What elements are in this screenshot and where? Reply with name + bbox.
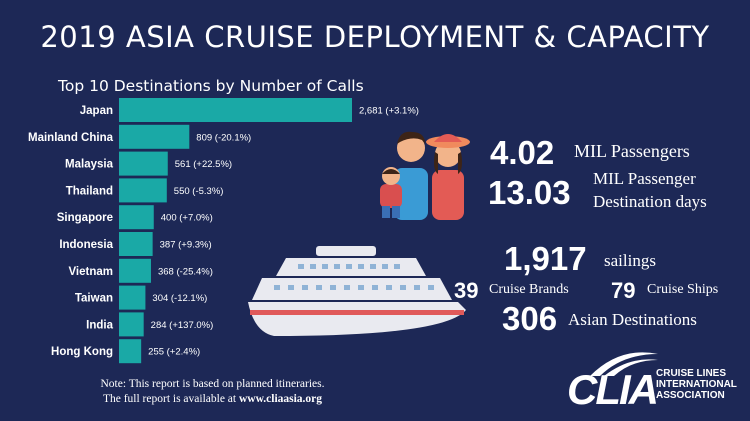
data-label: 2,681 (+3.1%)	[359, 106, 419, 117]
data-label: 304 (-12.1%)	[152, 293, 207, 304]
sailings-label: sailings	[604, 251, 656, 270]
destination-days-value: 13.03	[488, 174, 571, 211]
bar-mainland-china	[119, 124, 190, 149]
category-label: Vietnam	[68, 266, 113, 278]
bar-singapore	[119, 205, 154, 230]
passengers-value: 4.02	[490, 134, 555, 171]
logo-line-3: ASSOCIATION	[656, 390, 725, 401]
brands-label: Cruise Brands	[489, 282, 569, 297]
category-label: Malaysia	[65, 159, 114, 171]
bar-india	[119, 312, 144, 337]
bar-japan	[119, 98, 352, 122]
ships-value: 79	[611, 278, 636, 303]
brands-value: 39	[454, 278, 479, 303]
bar-vietnam	[119, 258, 151, 283]
category-label: Indonesia	[59, 239, 113, 251]
logo-line-2: INTERNATIONAL	[656, 379, 737, 390]
passengers-label: MIL Passengers	[574, 141, 690, 161]
data-label: 387 (+9.3%)	[160, 240, 212, 251]
cruise-ship-illustration	[248, 246, 466, 336]
data-label: 284 (+137.0%)	[151, 320, 214, 331]
destinations-value: 306	[502, 300, 558, 337]
category-label: India	[86, 319, 113, 331]
clia-logo-word: CLIA	[567, 366, 659, 413]
bar-taiwan	[119, 285, 146, 310]
chart-title: Top 10 Destinations by Number of Calls	[58, 77, 364, 95]
page-title: 2019 ASIA CRUISE DEPLOYMENT & CAPACITY	[40, 20, 710, 54]
footnote-line-2: The full report is available at www.clia…	[40, 392, 385, 407]
logo-line-1: CRUISE LINES	[656, 368, 727, 379]
category-label: Japan	[80, 105, 113, 117]
footnote-line-1: Note: This report is based on planned it…	[100, 378, 325, 390]
data-label: 255 (+2.4%)	[148, 347, 200, 358]
category-label: Taiwan	[75, 293, 113, 305]
destination-days-label-1: MIL Passenger	[593, 169, 696, 188]
destinations-label: Asian Destinations	[568, 310, 697, 329]
bar-thailand	[119, 178, 167, 203]
destination-days-label-2: Destination days	[593, 192, 707, 211]
data-label: 550 (-5.3%)	[174, 186, 224, 197]
data-label: 561 (+22.5%)	[175, 159, 232, 170]
bar-hong-kong	[119, 339, 142, 364]
ships-label: Cruise Ships	[647, 282, 719, 297]
data-label: 809 (-20.1%)	[196, 132, 251, 143]
data-label: 368 (-25.4%)	[158, 266, 213, 277]
bar-malaysia	[119, 151, 168, 176]
report-link[interactable]: www.cliaasia.org	[238, 393, 323, 405]
category-label: Singapore	[57, 212, 113, 224]
category-label: Mainland China	[28, 132, 114, 144]
footnote: Note: This report is based on planned it…	[40, 377, 385, 407]
footnote-prefix: The full report is available at	[102, 393, 237, 405]
category-label: Thailand	[66, 185, 113, 197]
data-label: 400 (+7.0%)	[161, 213, 213, 224]
bar-indonesia	[119, 232, 153, 256]
family-illustration	[380, 131, 470, 220]
sailings-value: 1,917	[504, 240, 587, 277]
clia-wave-icon	[590, 352, 658, 376]
clia-logo-text: CRUISE LINES INTERNATIONAL ASSOCIATION	[656, 368, 737, 401]
category-label: Hong Kong	[51, 346, 113, 358]
